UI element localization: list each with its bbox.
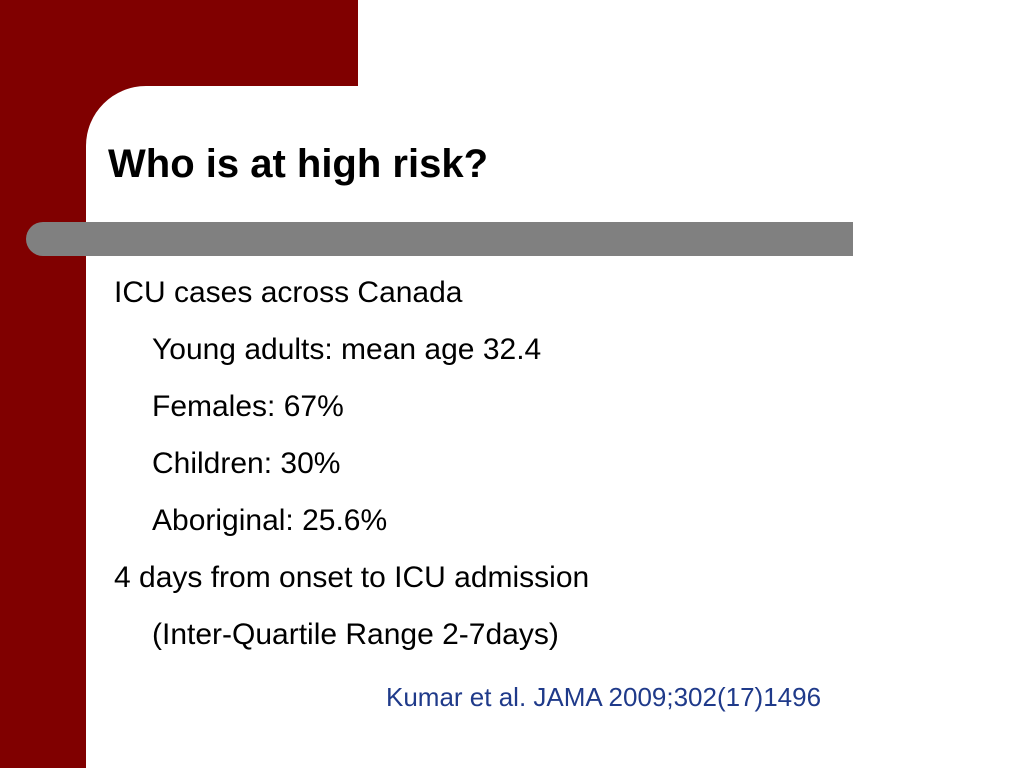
bullet-icu-cases: ICU cases across Canada xyxy=(114,276,463,309)
bullet-iqr: (Inter-Quartile Range 2-7days) xyxy=(152,618,559,651)
title-divider xyxy=(26,222,853,256)
bullet-aboriginal: Aboriginal: 25.6% xyxy=(152,504,388,537)
left-accent-bar xyxy=(0,0,86,768)
top-accent-block xyxy=(0,0,358,86)
bullet-young-adults: Young adults: mean age 32.4 xyxy=(152,333,542,366)
bullet-children: Children: 30% xyxy=(152,447,341,480)
bullet-onset-days: 4 days from onset to ICU admission xyxy=(114,561,590,594)
citation: Kumar et al. JAMA 2009;302(17)1496 xyxy=(386,682,822,712)
slide-title: Who is at high risk? xyxy=(108,142,489,186)
bullet-list: ICU cases across Canada Young adults: me… xyxy=(114,276,974,675)
bullet-females: Females: 67% xyxy=(152,390,344,423)
